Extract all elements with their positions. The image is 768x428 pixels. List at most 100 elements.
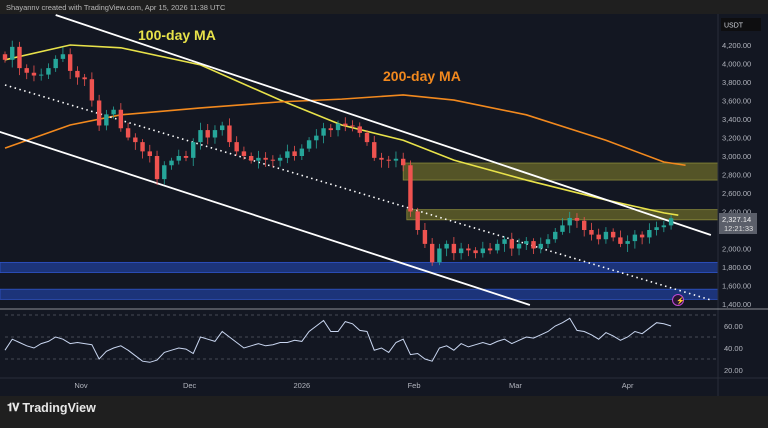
candle-body [350, 125, 355, 127]
price-tick-label: 2,800.00 [722, 171, 751, 180]
tradingview-brand: 𝟏𝐕 TradingView [7, 401, 96, 415]
candle-body [89, 79, 95, 101]
candle-body [451, 243, 457, 254]
candle-body [603, 231, 609, 240]
candle-body [487, 248, 493, 251]
last-price-badge [719, 213, 757, 234]
channel-line [55, 14, 712, 236]
rsi-tick-label: 40.00 [724, 344, 743, 353]
candle-body [516, 243, 522, 249]
rsi-tick-label: 60.00 [724, 322, 743, 331]
price-tick-label: 2,000.00 [722, 245, 751, 254]
candle-body [632, 234, 638, 242]
candle-body [343, 123, 348, 126]
price-tick-label: 3,200.00 [722, 134, 751, 143]
candle-body [422, 230, 428, 244]
candle-body [589, 230, 594, 235]
candle-body [31, 72, 37, 76]
candle-body [321, 128, 326, 136]
tradingview-logo-icon: 𝟏𝐕 [7, 401, 19, 414]
candle-body [24, 68, 29, 73]
last-price-value: 2,327.14 [722, 215, 751, 224]
candle-body [538, 243, 543, 249]
brand-name: TradingView [22, 401, 96, 415]
candle-body [285, 151, 290, 158]
candle-body [248, 156, 254, 161]
candle-body [335, 123, 341, 131]
candle-body [502, 239, 507, 244]
candle-body [364, 132, 370, 143]
price-tick-label: 1,600.00 [722, 282, 751, 291]
candle-body [531, 241, 536, 249]
demand-zone [0, 288, 718, 300]
candle-body [466, 248, 471, 251]
candle-body [263, 157, 268, 160]
candle-body [241, 151, 247, 156]
candle-body [2, 54, 8, 60]
candle-body [509, 239, 514, 249]
candle-body [480, 248, 486, 254]
candle-body [60, 54, 66, 59]
rsi-line [4, 317, 672, 363]
price-tick-label: 2,400.00 [722, 208, 751, 217]
candle-body [10, 46, 15, 60]
candle-body [306, 140, 312, 149]
time-tick-label: Feb [408, 381, 421, 390]
candle-body [17, 46, 22, 69]
price-tick-label: 3,600.00 [722, 97, 751, 106]
candle-body [553, 231, 558, 240]
price-tick-label: 3,400.00 [722, 115, 751, 124]
price-tick-label: 4,000.00 [722, 60, 751, 69]
candle-body [574, 217, 580, 221]
candle-body [220, 125, 225, 131]
price-plot [0, 14, 718, 306]
candle-body [437, 248, 442, 263]
candle-body [299, 148, 305, 156]
currency-label: USDT [724, 23, 744, 30]
price-tick-label: 1,800.00 [722, 263, 751, 272]
candle-body [668, 218, 674, 226]
candle-body [147, 151, 152, 156]
candle-body [401, 158, 406, 166]
candle-body [567, 217, 572, 226]
ma100-label: 100-day MA [138, 27, 216, 43]
candle-body [618, 237, 623, 244]
supply-zone [402, 162, 718, 181]
candle-body [408, 165, 413, 212]
price-tick-label: 3,800.00 [722, 78, 751, 87]
candle-body [473, 250, 478, 254]
candle-body [545, 239, 551, 244]
candle-body [654, 227, 659, 230]
candle-body [140, 142, 145, 152]
currency-badge [721, 18, 761, 31]
candle-body [328, 128, 333, 131]
ma200-label: 200-day MA [383, 68, 461, 84]
candle-body [154, 156, 160, 180]
candle-body [212, 130, 218, 138]
candle-body [292, 151, 297, 156]
candle-body [495, 243, 500, 251]
chart-panel[interactable]: 100-day MA 200-day MA ⚡ USDT 4,200.00 4,000.0… [0, 14, 768, 396]
candle-body [270, 159, 276, 161]
candle-body [393, 158, 399, 161]
candle-body [379, 157, 384, 160]
price-chart[interactable]: 100-day MA 200-day MA ⚡ USDT 4,200.00 4,000.0… [0, 14, 768, 396]
time-tick-label: Apr [622, 381, 634, 390]
candle-body [429, 243, 435, 263]
candle-body [133, 137, 138, 143]
candle-body [162, 165, 167, 180]
lightning-icon: ⚡ [676, 296, 685, 305]
candle-body [198, 130, 203, 143]
candle-body [96, 100, 102, 126]
event-marker-icon [672, 294, 684, 306]
time-tick-label: Nov [74, 381, 88, 390]
price-tick-label: 4,200.00 [722, 41, 751, 50]
candle-body [647, 230, 652, 238]
candle-body [46, 68, 51, 75]
price-tick-label: 2,600.00 [722, 189, 751, 198]
price-tick-label: 3,000.00 [722, 152, 751, 161]
candle-body [458, 248, 464, 254]
candle-body [610, 231, 616, 238]
rsi-tick-label: 20.00 [724, 366, 743, 375]
channel-line [0, 130, 531, 306]
